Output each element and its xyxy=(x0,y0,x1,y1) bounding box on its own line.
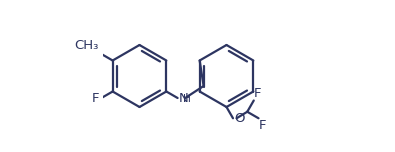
Text: CH₃: CH₃ xyxy=(74,40,98,52)
Text: F: F xyxy=(91,92,99,105)
Text: F: F xyxy=(254,87,261,100)
Text: O: O xyxy=(234,112,245,125)
Text: H: H xyxy=(183,94,191,104)
Text: N: N xyxy=(179,92,188,105)
Text: F: F xyxy=(259,119,266,132)
